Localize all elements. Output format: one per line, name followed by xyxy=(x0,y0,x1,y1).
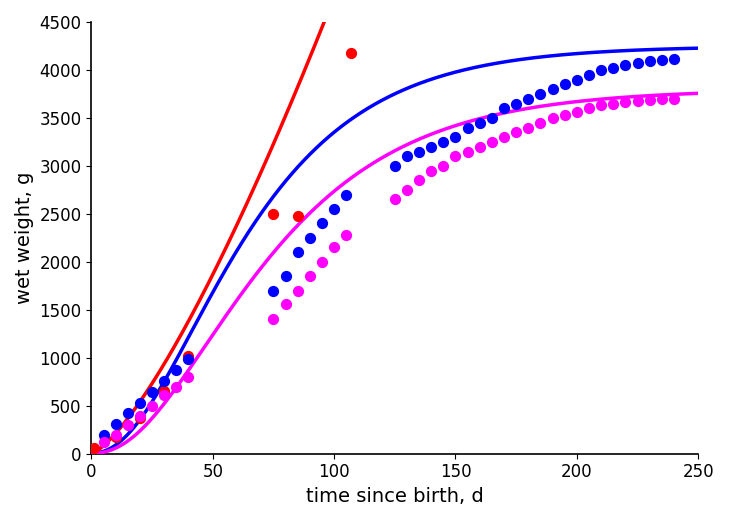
Point xyxy=(147,402,158,410)
Point xyxy=(280,300,292,308)
Point xyxy=(122,410,133,418)
X-axis label: time since birth, d: time since birth, d xyxy=(306,487,483,506)
Point xyxy=(620,61,631,69)
Point xyxy=(450,133,461,141)
Point xyxy=(122,421,133,430)
Point xyxy=(656,56,668,65)
Point xyxy=(644,57,655,66)
Point xyxy=(110,420,122,428)
Point xyxy=(292,248,303,256)
Point xyxy=(158,377,170,385)
Point xyxy=(328,205,340,213)
Point xyxy=(401,185,413,194)
Point xyxy=(401,152,413,160)
Point xyxy=(110,433,122,441)
Point xyxy=(268,287,279,295)
Point xyxy=(461,147,473,156)
Point xyxy=(171,366,182,375)
Point xyxy=(304,272,316,280)
Point xyxy=(498,133,510,141)
Point xyxy=(510,100,522,108)
Point xyxy=(134,412,146,420)
Point xyxy=(340,191,352,199)
Point xyxy=(413,176,425,184)
Point xyxy=(596,66,607,74)
Point xyxy=(389,195,401,204)
Point xyxy=(486,114,498,122)
Point xyxy=(523,123,534,132)
Point xyxy=(316,258,328,266)
Point xyxy=(268,210,279,218)
Point xyxy=(571,76,582,84)
Point xyxy=(474,143,486,151)
Point xyxy=(425,143,437,151)
Point xyxy=(668,95,679,103)
Point xyxy=(547,114,558,122)
Point xyxy=(437,138,449,146)
Point xyxy=(534,119,546,127)
Point xyxy=(607,100,619,108)
Point xyxy=(656,95,668,103)
Point xyxy=(583,71,595,79)
Point xyxy=(280,272,292,280)
Point xyxy=(292,212,303,220)
Point xyxy=(340,231,352,239)
Point xyxy=(523,95,534,103)
Point xyxy=(88,444,100,452)
Point xyxy=(583,104,595,113)
Point xyxy=(268,315,279,324)
Point xyxy=(328,243,340,252)
Point xyxy=(644,95,655,104)
Point xyxy=(171,382,182,391)
Point xyxy=(158,391,170,400)
Point xyxy=(534,90,546,98)
Y-axis label: wet weight, g: wet weight, g xyxy=(15,172,34,304)
Point xyxy=(147,388,158,396)
Point xyxy=(183,355,195,363)
Point xyxy=(183,373,195,381)
Point xyxy=(183,352,195,360)
Point xyxy=(596,101,607,109)
Point xyxy=(547,85,558,93)
Point xyxy=(559,80,571,89)
Point xyxy=(631,58,643,67)
Point xyxy=(631,96,643,105)
Point xyxy=(134,399,146,407)
Point xyxy=(292,287,303,295)
Point xyxy=(316,219,328,228)
Point xyxy=(98,438,109,446)
Point xyxy=(389,162,401,170)
Point xyxy=(346,49,357,57)
Point xyxy=(668,55,679,64)
Point xyxy=(98,430,109,439)
Point xyxy=(437,162,449,170)
Point xyxy=(607,64,619,72)
Point xyxy=(413,147,425,156)
Point xyxy=(486,138,498,146)
Point xyxy=(620,97,631,106)
Point xyxy=(571,108,582,116)
Point xyxy=(110,430,122,439)
Point xyxy=(134,414,146,423)
Point xyxy=(498,104,510,113)
Point xyxy=(450,152,461,160)
Point xyxy=(461,123,473,132)
Point xyxy=(158,387,170,395)
Point xyxy=(559,111,571,119)
Point xyxy=(304,234,316,242)
Point xyxy=(510,128,522,137)
Point xyxy=(425,167,437,175)
Point xyxy=(474,119,486,127)
